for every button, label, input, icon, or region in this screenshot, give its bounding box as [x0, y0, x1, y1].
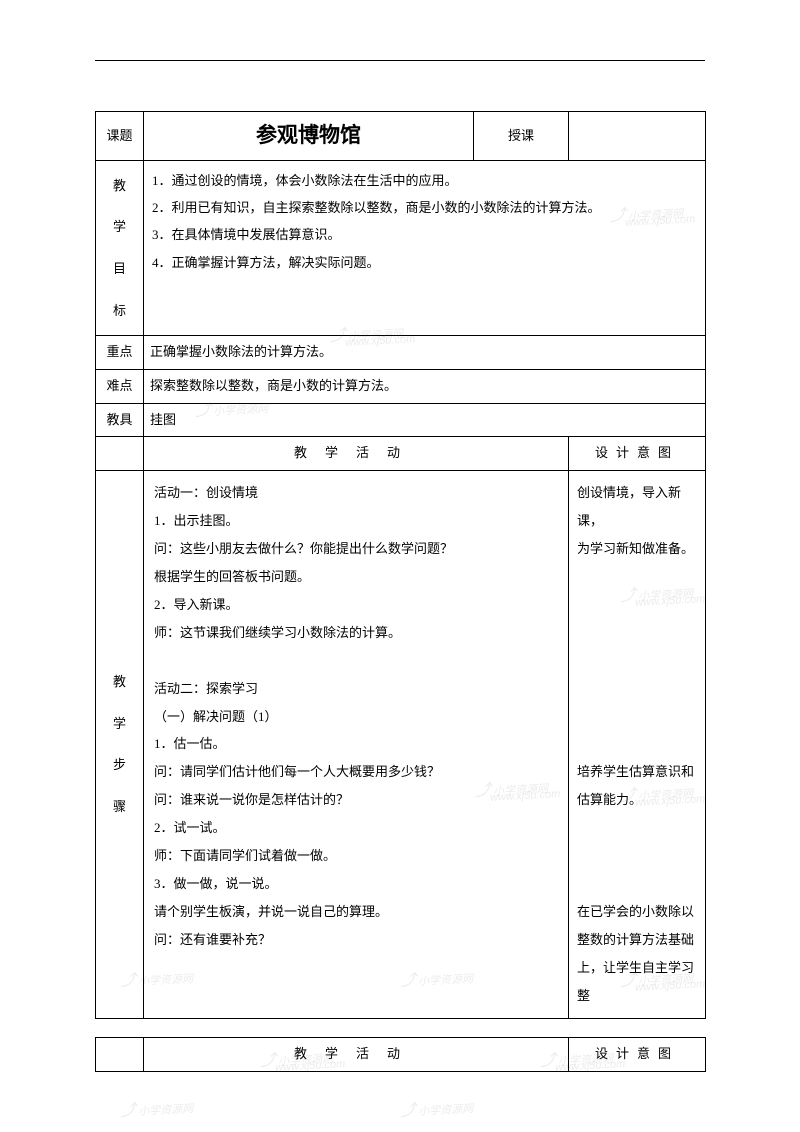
goals-row: 教学目标 1．通过创设的情境，体会小数除法在生活中的应用。2．利用已有知识，自主… [96, 160, 706, 335]
watermark: 小学资源网 [399, 1093, 473, 1121]
title-row: 课题 参观博物馆 授课 [96, 112, 706, 161]
activity-line [154, 647, 558, 675]
keypoint-text: 正确掌握小数除法的计算方法。 [144, 336, 706, 370]
teach-value [569, 112, 706, 161]
activity-line: 问：这些小朋友去做什么？你能提出什么数学问题？ [154, 535, 558, 563]
goal-item: 2．利用已有知识，自主探索整数除以整数，商是小数的小数除法的计算方法。 [152, 194, 697, 221]
design-line [577, 703, 697, 731]
design-column-header: 设计意图 [569, 437, 706, 471]
footer-table: 教学活动 设计意图 [95, 1037, 706, 1072]
difficulty-text: 探索整数除以整数，商是小数的计算方法。 [144, 369, 706, 403]
design-line: 整 [577, 982, 697, 1010]
design-line [577, 870, 697, 898]
empty-cell [96, 437, 144, 471]
tools-row: 教具 挂图 [96, 403, 706, 437]
design-line: 培养学生估算意识和 [577, 758, 697, 786]
activity-line: 活动二：探索学习 [154, 675, 558, 703]
design-line: 上，让学生自主学习 [577, 954, 697, 982]
steps-row: 教学步骤 活动一：创设情境1．出示挂图。问：这些小朋友去做什么？你能提出什么数学… [96, 471, 706, 1019]
activity-line: 请个别学生板演，并说一说自己的算理。 [154, 898, 558, 926]
keypoint-row: 重点 正确掌握小数除法的计算方法。 [96, 336, 706, 370]
keypoint-label: 重点 [96, 336, 144, 370]
design-line: 创设情境，导入新课， [577, 479, 697, 535]
lesson-plan-table: 课题 参观博物馆 授课 教学目标 1．通过创设的情境，体会小数除法在生活中的应用… [95, 111, 706, 1019]
goal-item: 4．正确掌握计算方法，解决实际问题。 [152, 249, 697, 276]
footer-activity-header: 教学活动 [144, 1037, 569, 1071]
design-line [577, 814, 697, 842]
footer-design-header: 设计意图 [569, 1037, 706, 1071]
tools-text: 挂图 [144, 403, 706, 437]
goal-item: 3．在具体情境中发展估算意识。 [152, 221, 697, 248]
design-line: 为学习新知做准备。 [577, 535, 697, 563]
design-line [577, 842, 697, 870]
activity-line: 2．试一试。 [154, 814, 558, 842]
footer-row: 教学活动 设计意图 [96, 1037, 706, 1071]
top-divider [95, 60, 705, 61]
footer-empty [96, 1037, 144, 1071]
activity-line: 问：谁来说一说你是怎样估计的？ [154, 786, 558, 814]
goals-content: 1．通过创设的情境，体会小数除法在生活中的应用。2．利用已有知识，自主探索整数除… [144, 160, 706, 335]
activity-line: 1．估一估。 [154, 730, 558, 758]
activity-line: 师：这节课我们继续学习小数除法的计算。 [154, 619, 558, 647]
difficulty-row: 难点 探索整数除以整数，商是小数的计算方法。 [96, 369, 706, 403]
activity-line: 1．出示挂图。 [154, 507, 558, 535]
steps-label: 教学步骤 [96, 471, 144, 1019]
activity-line: 活动一：创设情境 [154, 479, 558, 507]
activity-line: （一）解决问题（1） [154, 703, 558, 731]
activity-line: 2．导入新课。 [154, 591, 558, 619]
goals-label: 教学目标 [96, 160, 144, 335]
design-line [577, 647, 697, 675]
activity-line: 问：请同学们估计他们每一个人大概要用多少钱？ [154, 758, 558, 786]
design-line [577, 675, 697, 703]
topic-label: 课题 [96, 112, 144, 161]
teach-label: 授课 [474, 112, 569, 161]
design-line: 估算能力。 [577, 786, 697, 814]
design-line [577, 591, 697, 619]
design-intent-content: 创设情境，导入新课，为学习新知做准备。 培养学生估算意识和估算能力。 在已学会的… [569, 471, 706, 1019]
activity-line: 问：还有谁要补充？ [154, 926, 558, 954]
design-line [577, 619, 697, 647]
goal-item: 1．通过创设的情境，体会小数除法在生活中的应用。 [152, 167, 697, 194]
lesson-title: 参观博物馆 [144, 112, 474, 161]
watermark: 小学资源网 [119, 1093, 193, 1121]
activity-column-header: 教学活动 [144, 437, 569, 471]
activity-content: 活动一：创设情境1．出示挂图。问：这些小朋友去做什么？你能提出什么数学问题？根据… [144, 471, 569, 1019]
design-line: 在已学会的小数除以 [577, 898, 697, 926]
tools-label: 教具 [96, 403, 144, 437]
difficulty-label: 难点 [96, 369, 144, 403]
activity-line: 师：下面请同学们试着做一做。 [154, 842, 558, 870]
design-line: 整数的计算方法基础 [577, 926, 697, 954]
activity-line: 根据学生的回答板书问题。 [154, 563, 558, 591]
design-line [577, 730, 697, 758]
column-headers-row: 教学活动 设计意图 [96, 437, 706, 471]
design-line [577, 563, 697, 591]
activity-line: 3．做一做，说一说。 [154, 870, 558, 898]
